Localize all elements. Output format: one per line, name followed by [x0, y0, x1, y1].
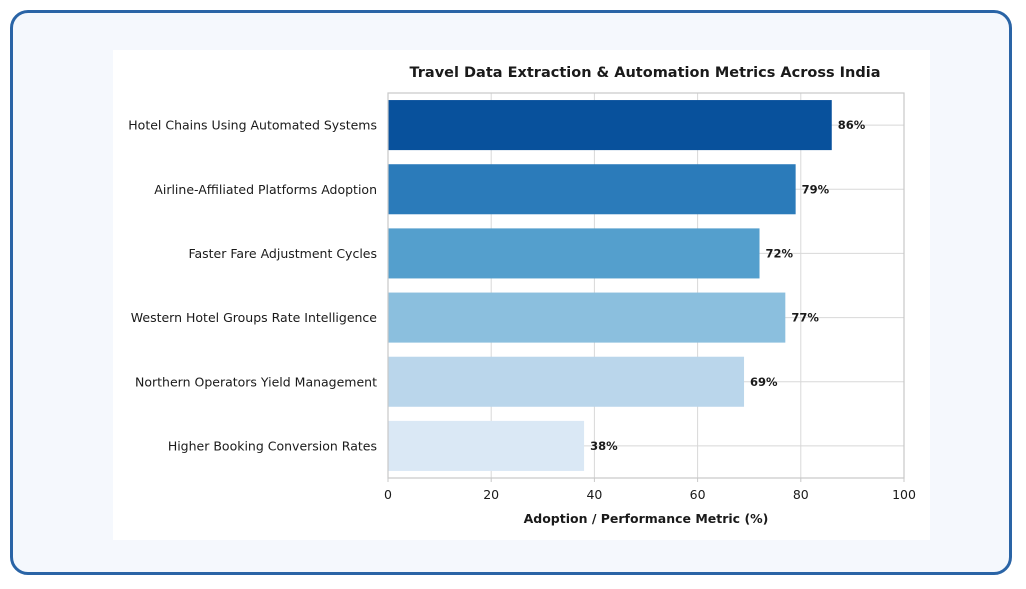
y-axis-category-labels: Hotel Chains Using Automated Systems Airl… [128, 118, 377, 454]
y-category-label: Higher Booking Conversion Rates [168, 438, 377, 453]
bar [388, 292, 786, 343]
value-labels: 86% 79% 72% 77% 69% 38% [590, 118, 866, 453]
x-tick-label: 20 [483, 487, 499, 502]
x-axis-tick-labels: 0 20 40 60 80 100 [384, 478, 916, 502]
y-category-label: Airline-Affiliated Platforms Adoption [154, 182, 377, 197]
x-tick-label: 80 [793, 487, 809, 502]
chart-title: Travel Data Extraction & Automation Metr… [409, 65, 880, 81]
bar-value-label: 86% [838, 118, 866, 132]
x-axis-label: Adoption / Performance Metric (%) [524, 511, 769, 526]
y-category-label: Hotel Chains Using Automated Systems [128, 118, 377, 133]
bars [388, 100, 832, 471]
bar-value-label: 77% [791, 311, 819, 325]
y-category-label: Faster Fare Adjustment Cycles [188, 246, 377, 261]
bar [388, 356, 745, 407]
bar [388, 100, 832, 151]
bar-value-label: 72% [766, 246, 794, 260]
chart-card: Travel Data Extraction & Automation Metr… [113, 50, 930, 540]
bar [388, 228, 760, 279]
x-tick-label: 60 [690, 487, 706, 502]
bar-chart: Travel Data Extraction & Automation Metr… [128, 65, 916, 526]
y-category-label: Western Hotel Groups Rate Intelligence [131, 310, 378, 325]
bar [388, 164, 796, 215]
x-tick-label: 40 [586, 487, 602, 502]
x-tick-label: 100 [892, 487, 916, 502]
x-tick-label: 0 [384, 487, 392, 502]
bar-value-label: 79% [802, 182, 830, 196]
y-category-label: Northern Operators Yield Management [135, 374, 377, 389]
grid-lines [387, 93, 905, 478]
bar [388, 420, 585, 471]
bar-value-label: 69% [750, 375, 778, 389]
plot-area-border [387, 92, 905, 479]
bar-value-label: 38% [590, 439, 618, 453]
